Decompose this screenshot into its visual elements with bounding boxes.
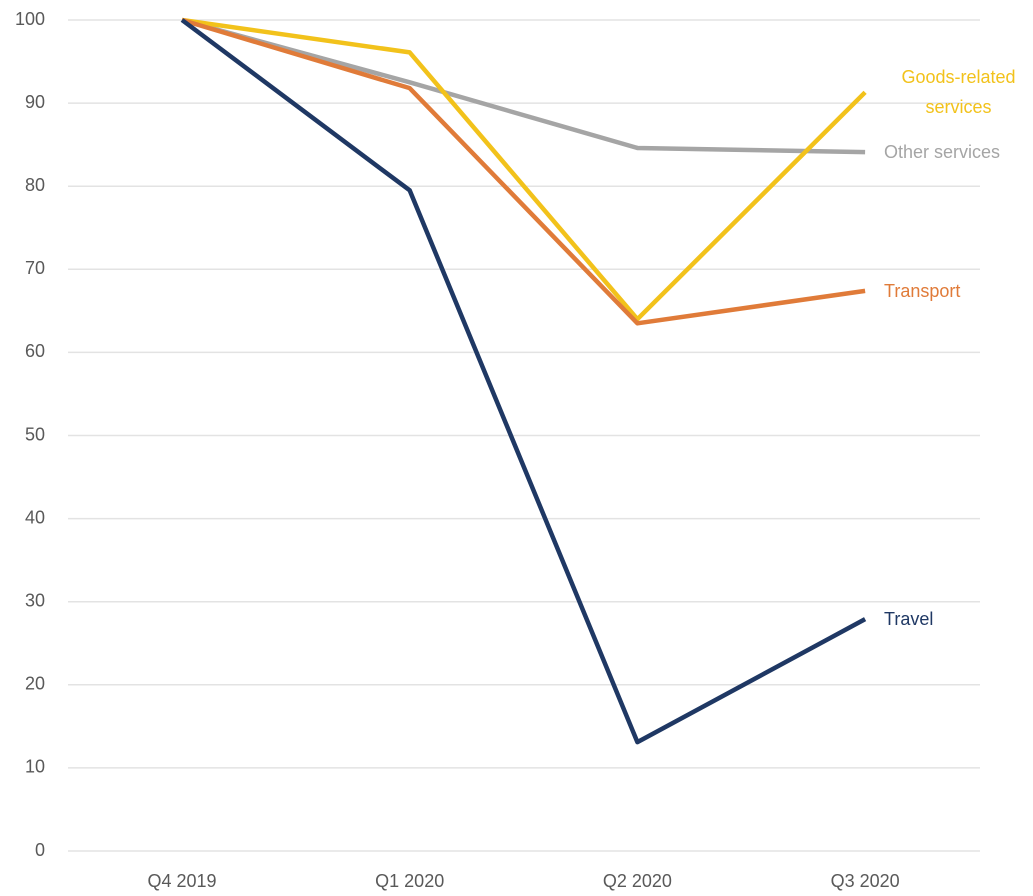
- y-tick-label: 80: [25, 175, 45, 195]
- series-line: [181, 17, 866, 326]
- series-label: Goods-related services: [901, 67, 1016, 118]
- series-label: Other services: [884, 142, 1001, 163]
- y-tick-label: 0: [35, 840, 45, 860]
- y-tick-label: 90: [25, 92, 45, 112]
- y-tick-label: 100: [15, 9, 45, 29]
- y-tick-label: 70: [25, 258, 45, 278]
- y-tick-label: 10: [25, 757, 45, 777]
- x-tick-label: Q2 2020: [603, 871, 672, 891]
- series-line: [181, 17, 866, 155]
- series-line: [181, 17, 867, 322]
- x-tick-label: Q1 2020: [375, 871, 444, 891]
- y-tick-label: 20: [25, 674, 45, 694]
- y-tick-label: 40: [25, 507, 45, 527]
- y-tick-label: 50: [25, 424, 45, 444]
- series-label: Travel: [884, 609, 934, 630]
- y-tick-label: 60: [25, 341, 45, 361]
- series-line: [180, 18, 867, 745]
- y-tick-label: 30: [25, 590, 45, 610]
- x-tick-label: Q3 2020: [831, 871, 900, 891]
- x-tick-label: Q4 2019: [147, 871, 216, 891]
- series-label: Transport: [884, 280, 961, 301]
